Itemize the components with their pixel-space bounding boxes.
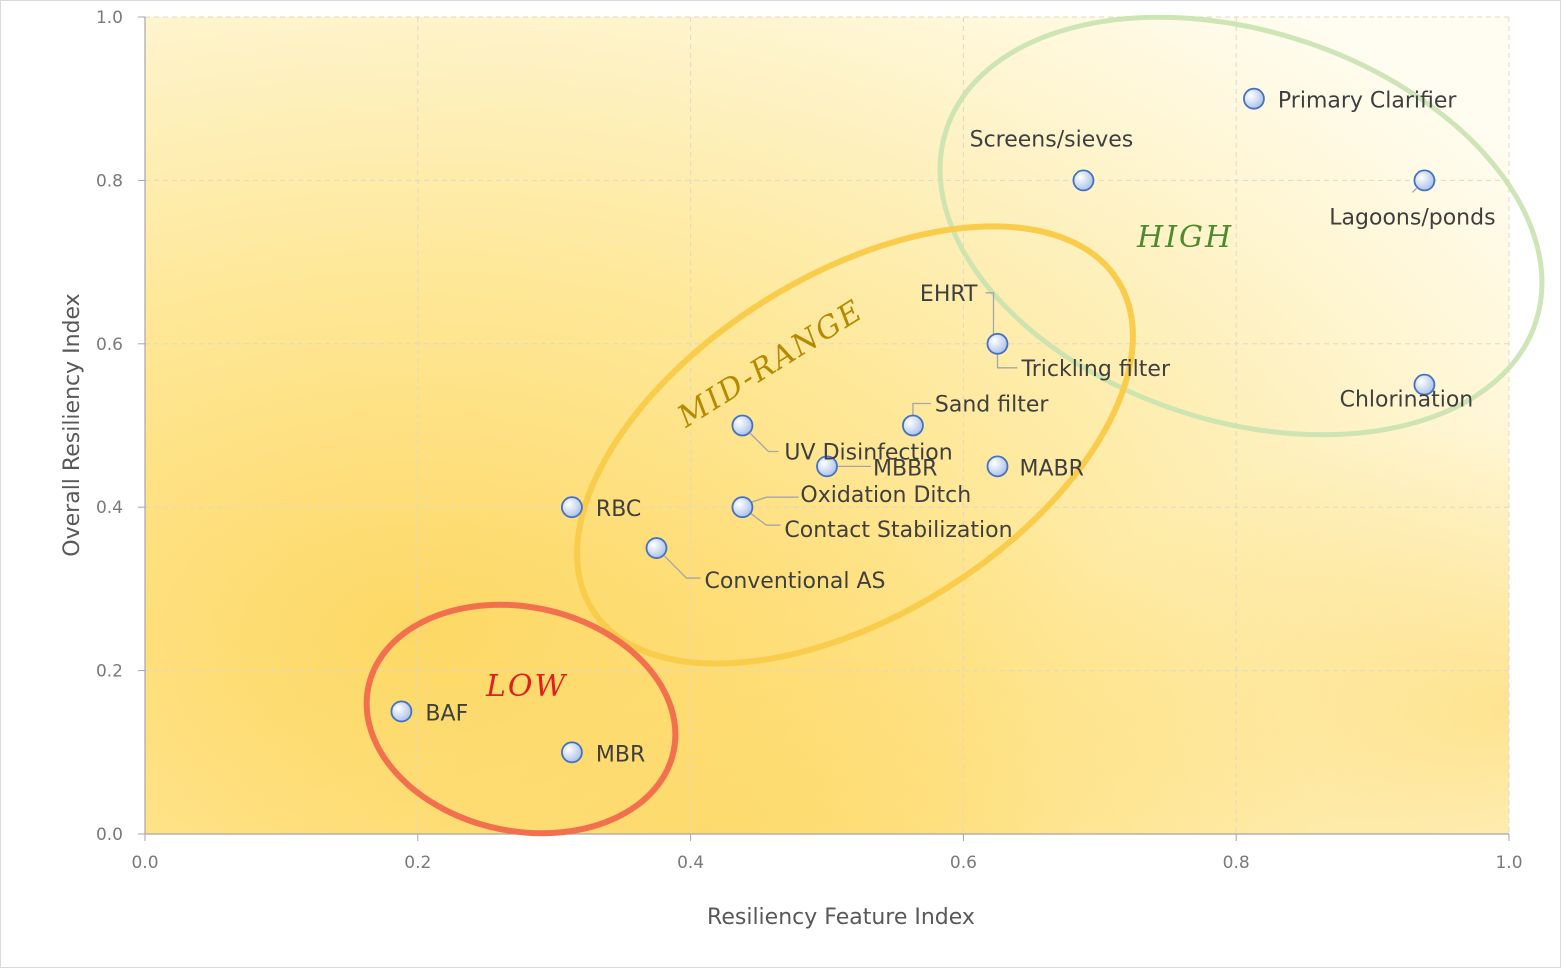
point-label: Screens/sieves bbox=[970, 127, 1134, 152]
leader-line bbox=[996, 353, 1018, 369]
point-label: Lagoons/ponds bbox=[1329, 205, 1495, 230]
point-label: Oxidation Ditch bbox=[800, 483, 971, 508]
data-points bbox=[390, 87, 1436, 764]
x-tick-label: 0.0 bbox=[131, 853, 158, 873]
data-point bbox=[902, 414, 924, 437]
leader-line bbox=[1411, 187, 1417, 193]
axes bbox=[138, 16, 1510, 841]
data-point bbox=[1243, 87, 1265, 110]
data-point bbox=[1413, 169, 1436, 192]
point-label: EHRT bbox=[920, 282, 978, 307]
leader-line bbox=[748, 496, 799, 504]
point-labels: Primary Clarifier Screens/sieves Lagoons/p… bbox=[425, 89, 1495, 768]
point-label: Chlorination bbox=[1340, 388, 1474, 413]
data-point bbox=[731, 414, 754, 437]
zone-label-low: LOW bbox=[485, 669, 568, 704]
leader-line bbox=[985, 292, 995, 334]
data-point bbox=[816, 455, 838, 478]
ellipse-high bbox=[937, 14, 1545, 438]
plot-background bbox=[145, 17, 1509, 834]
x-tick-label: 0.2 bbox=[404, 853, 431, 873]
x-tick-label: 0.8 bbox=[1223, 853, 1250, 873]
data-point bbox=[1413, 373, 1436, 396]
point-label: BAF bbox=[425, 701, 468, 726]
x-tick-label: 0.6 bbox=[950, 853, 977, 873]
data-point bbox=[390, 700, 413, 723]
data-point bbox=[986, 332, 1009, 355]
leader-line bbox=[750, 512, 781, 526]
y-tick-label: 0.4 bbox=[96, 498, 123, 518]
point-label: MBR bbox=[596, 742, 645, 767]
data-point bbox=[561, 741, 583, 764]
leader-line bbox=[664, 555, 701, 579]
point-label: Conventional AS bbox=[705, 569, 886, 594]
zone-label-high: HIGH bbox=[1136, 220, 1233, 255]
tick-labels: 0.0 0.2 0.4 0.6 0.8 1.0 0.0 0.2 0.4 0.6 0.8 1.0 bbox=[96, 8, 1523, 873]
point-label: Sand filter bbox=[935, 393, 1049, 418]
y-tick-label: 0.0 bbox=[96, 825, 123, 845]
leader-lines bbox=[664, 187, 1417, 579]
point-label: RBC bbox=[596, 497, 641, 522]
data-point bbox=[645, 537, 668, 559]
leader-line bbox=[912, 402, 931, 418]
data-point bbox=[561, 496, 583, 519]
leader-line bbox=[749, 433, 779, 453]
data-point bbox=[986, 455, 1009, 478]
point-label: MABR bbox=[1020, 456, 1084, 481]
y-tick-label: 0.8 bbox=[96, 171, 123, 191]
point-label: Trickling filter bbox=[1021, 357, 1171, 382]
zone-ellipses bbox=[363, 14, 1545, 837]
ellipse-low bbox=[363, 601, 679, 837]
point-label: MBBR bbox=[873, 456, 937, 481]
x-tick-label: 0.4 bbox=[677, 853, 704, 873]
ellipse-mid bbox=[574, 223, 1136, 667]
x-axis-title: Resiliency Feature Index bbox=[707, 905, 975, 930]
y-tick-label: 0.6 bbox=[96, 335, 123, 355]
point-label: Primary Clarifier bbox=[1278, 89, 1458, 114]
point-label: Contact Stabilization bbox=[784, 518, 1012, 543]
y-tick-label: 0.2 bbox=[96, 662, 123, 682]
point-label: UV Disinfection bbox=[784, 441, 952, 466]
data-point bbox=[731, 496, 754, 519]
x-tick-label: 1.0 bbox=[1495, 853, 1522, 873]
data-point bbox=[1072, 169, 1095, 192]
y-tick-label: 1.0 bbox=[96, 8, 123, 28]
y-axis-title: Overall Resiliency Index bbox=[60, 293, 85, 556]
